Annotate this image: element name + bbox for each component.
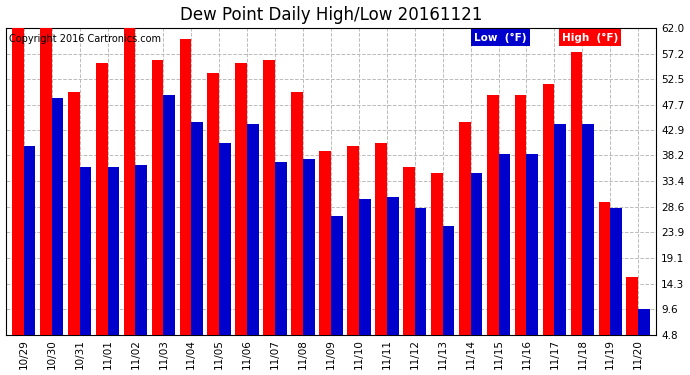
Bar [191,122,203,360]
Bar [303,159,315,360]
Bar [108,167,119,360]
Text: Copyright 2016 Cartronics.com: Copyright 2016 Cartronics.com [9,34,161,44]
Bar [235,63,247,360]
Bar [152,60,164,360]
Bar [247,124,259,360]
Bar [52,98,63,360]
Bar [598,202,610,360]
Bar [319,151,331,360]
Bar [264,60,275,360]
Bar [571,52,582,360]
Bar [164,95,175,360]
Text: Low  (°F): Low (°F) [474,33,526,43]
Bar [275,162,287,360]
Bar [542,84,554,360]
Bar [68,92,79,360]
Text: High  (°F): High (°F) [562,33,618,43]
Bar [415,207,426,360]
Bar [79,167,91,360]
Bar [375,143,387,360]
Bar [12,28,23,360]
Bar [135,165,147,360]
Bar [515,95,526,360]
Bar [387,197,399,360]
Bar [459,122,471,360]
Bar [554,124,566,360]
Bar [610,207,622,360]
Title: Dew Point Daily High/Low 20161121: Dew Point Daily High/Low 20161121 [180,6,482,24]
Bar [431,172,443,360]
Bar [124,28,135,360]
Bar [359,200,371,360]
Bar [638,309,650,360]
Bar [208,74,219,360]
Bar [331,216,343,360]
Bar [219,143,231,360]
Bar [403,167,415,360]
Bar [23,146,35,360]
Bar [582,124,594,360]
Bar [347,146,359,360]
Bar [471,172,482,360]
Bar [96,63,108,360]
Bar [487,95,499,360]
Bar [179,39,191,360]
Bar [291,92,303,360]
Bar [40,28,52,360]
Bar [627,277,638,360]
Bar [526,154,538,360]
Bar [443,226,455,360]
Bar [499,154,511,360]
